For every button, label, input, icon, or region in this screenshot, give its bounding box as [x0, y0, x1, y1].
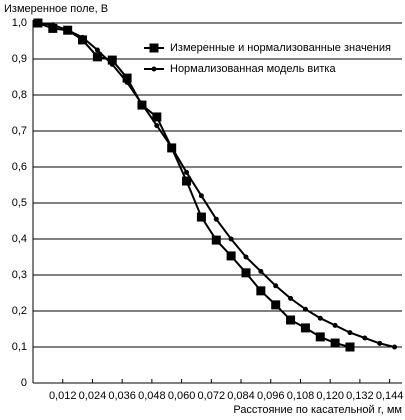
point [152, 112, 162, 122]
point [271, 300, 281, 310]
legend-marker [151, 66, 157, 72]
point [362, 335, 368, 341]
x-tick-label: 0,060 [168, 390, 196, 402]
point [226, 251, 236, 261]
point [332, 322, 338, 328]
x-tick-label: 0,132 [346, 390, 374, 402]
legend-marker [149, 43, 159, 53]
point [347, 330, 353, 336]
point [154, 123, 160, 129]
x-axis-title: Расстояние по касательной r, мм [233, 404, 402, 416]
point [243, 254, 249, 260]
point [345, 342, 355, 352]
point [169, 144, 175, 150]
point [122, 73, 132, 83]
point [184, 169, 190, 175]
x-tick-label: 0,036 [108, 390, 136, 402]
point [258, 268, 264, 274]
legend-bg [142, 61, 400, 77]
x-tick-label: 0,072 [198, 390, 226, 402]
x-tick-label: 0,012 [49, 390, 77, 402]
point [198, 193, 204, 199]
y-tick-label: 0,3 [12, 269, 27, 281]
point [80, 34, 86, 40]
point [109, 61, 115, 67]
y-tick-label: 1,0 [12, 17, 27, 29]
point [286, 315, 296, 325]
point [92, 52, 102, 62]
point [65, 27, 71, 33]
y-tick-label: 0,7 [12, 125, 27, 137]
x-tick-label: 0,120 [316, 390, 344, 402]
y-tick-label: 0,1 [12, 341, 27, 353]
point [107, 55, 117, 65]
point [94, 47, 100, 53]
point [377, 340, 383, 346]
x-tick-label: 0,048 [138, 390, 166, 402]
point [241, 268, 251, 278]
point [256, 286, 266, 296]
point [288, 295, 294, 301]
legend-bg [142, 40, 400, 56]
point [182, 176, 192, 186]
y-tick-label: 0,9 [12, 53, 27, 65]
point [78, 35, 88, 45]
y-axis-title: Измеренное поле, В [4, 3, 108, 15]
legend-label: Нормализованная модель витка [170, 63, 336, 75]
point [392, 344, 398, 350]
y-tick-label: 0,5 [12, 197, 27, 209]
y-tick-label: 0,8 [12, 89, 27, 101]
point [273, 283, 279, 289]
point [228, 236, 234, 242]
point [139, 101, 145, 107]
point [50, 22, 56, 28]
point [302, 306, 308, 312]
point [124, 79, 130, 85]
point [315, 332, 325, 342]
y-tick-label: 0,2 [12, 305, 27, 317]
series-line [37, 22, 351, 348]
y-tick-label: 0,4 [12, 233, 27, 245]
x-tick-label: 0,108 [287, 390, 315, 402]
legend-label: Измеренные и нормализованные значения [170, 42, 391, 54]
point [35, 20, 41, 26]
point [196, 212, 206, 222]
x-tick-label: 0,024 [79, 390, 107, 402]
x-tick-label: 0,096 [257, 390, 285, 402]
point [213, 216, 219, 222]
x-tick-label: 0,144 [376, 390, 404, 402]
point [330, 338, 340, 348]
point [317, 315, 323, 321]
point [300, 323, 310, 333]
y-tick-label: 0 [21, 377, 27, 389]
x-tick-label: 0,084 [227, 390, 255, 402]
point [211, 235, 221, 245]
y-tick-label: 0,6 [12, 161, 27, 173]
point [48, 23, 58, 33]
